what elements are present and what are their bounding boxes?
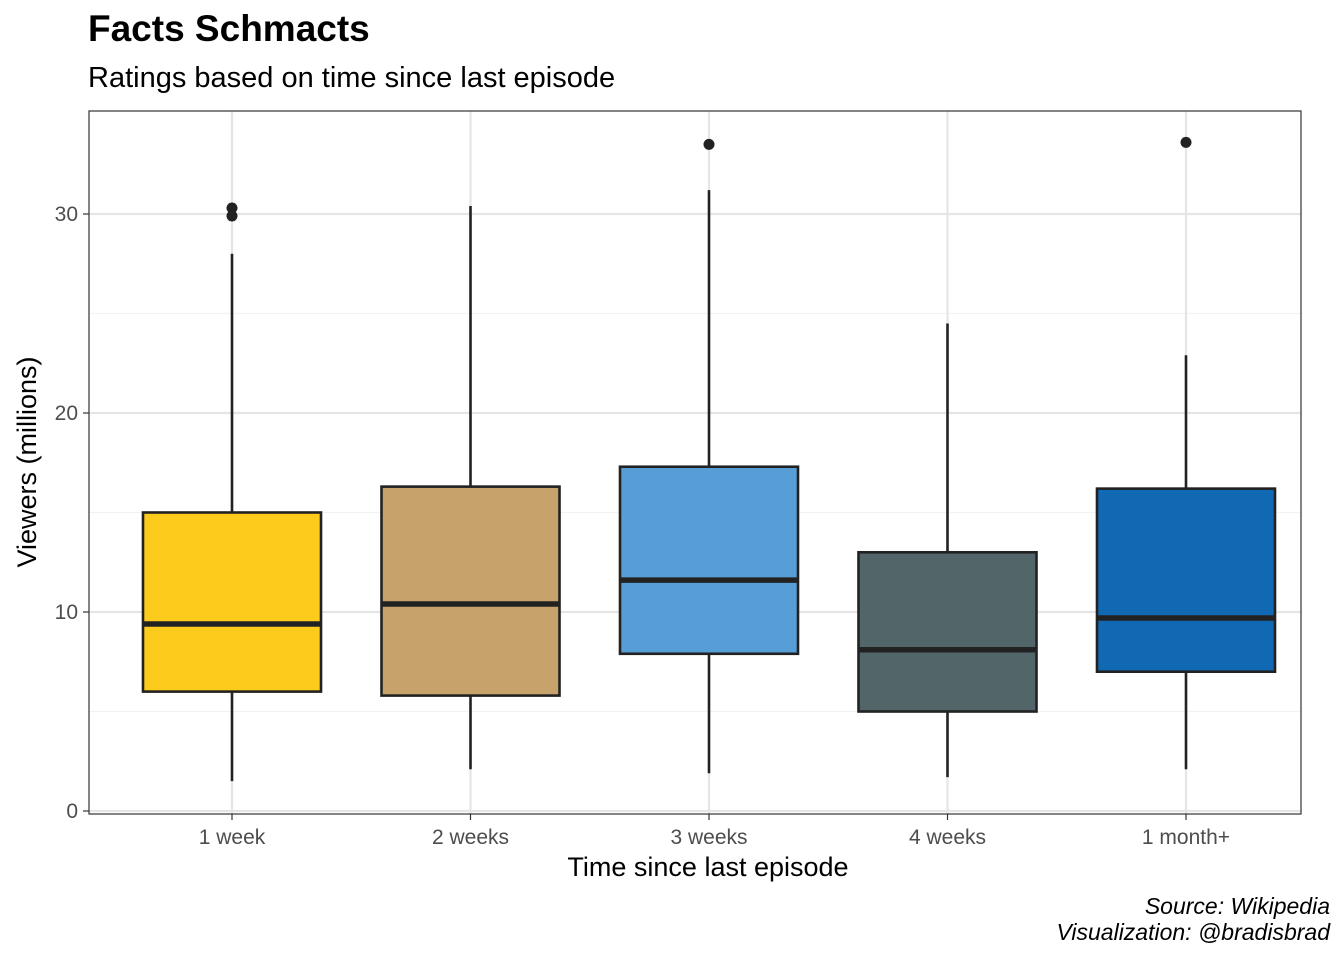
x-tick-label: 4 weeks — [909, 826, 986, 849]
box-4-weeks — [857, 323, 1038, 778]
box-iqr — [380, 485, 561, 697]
box-iqr — [857, 550, 1038, 713]
y-tick-label: 10 — [55, 601, 78, 624]
x-tick-label: 2 weeks — [432, 826, 509, 849]
x-tick-label: 1 week — [199, 826, 266, 849]
caption-source: Source: Wikipedia — [1144, 893, 1330, 919]
outlier-point — [703, 138, 715, 150]
plot-panel-border — [88, 110, 1302, 815]
y-tick-label: 0 — [66, 800, 78, 823]
x-axis-label: Time since last episode — [567, 852, 848, 882]
x-axis: 1 week 2 weeks 3 weeks 4 weeks 1 month+ — [199, 814, 1230, 849]
caption-credit: Visualization: @bradisbrad — [1056, 919, 1330, 945]
box-1-week — [141, 202, 323, 782]
y-axis-label: Viewers (millions) — [12, 356, 42, 567]
box-iqr — [618, 465, 800, 656]
x-tick-label: 3 weeks — [670, 826, 747, 849]
box-1-month- — [1095, 136, 1277, 770]
box-series — [141, 136, 1277, 782]
box-iqr — [141, 511, 323, 693]
outlier-point — [1180, 136, 1192, 148]
chart-title: Facts Schmacts — [88, 8, 370, 49]
chart-caption: Source: Wikipedia Visualization: @bradis… — [1056, 893, 1330, 945]
outlier-point — [226, 202, 238, 214]
box-iqr — [1095, 487, 1277, 673]
y-axis: 0 10 20 30 — [55, 203, 89, 823]
box-2-weeks — [380, 206, 561, 770]
y-tick-label: 30 — [55, 203, 78, 226]
box-3-weeks — [618, 138, 800, 774]
x-tick-label: 1 month+ — [1142, 826, 1230, 849]
outlier-point — [226, 210, 238, 222]
y-tick-label: 20 — [55, 402, 78, 425]
chart-subtitle: Ratings based on time since last episode — [88, 62, 616, 94]
plot-panel-background — [89, 111, 1301, 814]
